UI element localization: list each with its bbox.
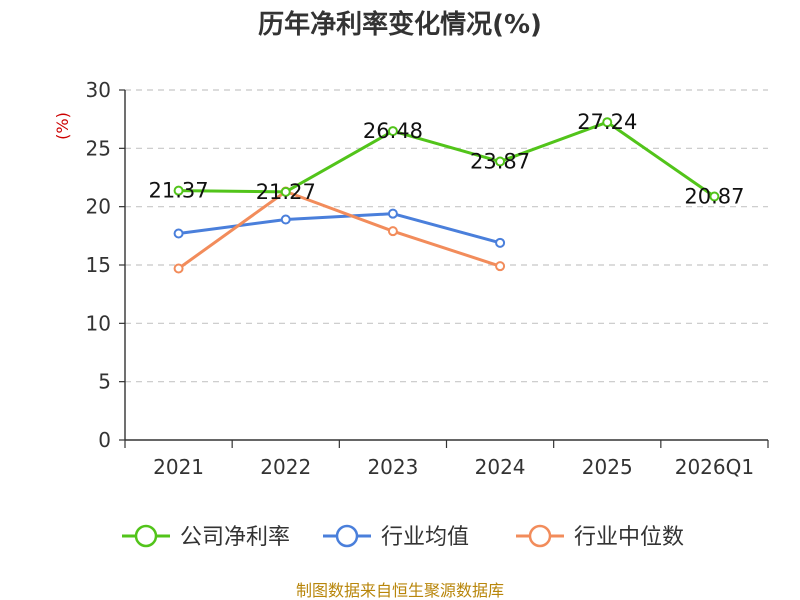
legend-item-2[interactable]: 行业中位数 bbox=[516, 524, 684, 550]
legend-label: 公司净利率 bbox=[180, 525, 290, 550]
x-tick-label: 2021 bbox=[153, 455, 204, 479]
legend-marker bbox=[528, 524, 552, 548]
legend-item-1[interactable]: 行业均值 bbox=[323, 524, 469, 550]
y-tick-label: 25 bbox=[86, 136, 111, 160]
x-tick-label: 2023 bbox=[367, 455, 418, 479]
grid-lines bbox=[125, 89, 768, 383]
x-tick-label: 2022 bbox=[260, 455, 311, 479]
series-line-2 bbox=[177, 190, 501, 270]
legend-item-0[interactable]: 公司净利率 bbox=[122, 524, 290, 550]
data-point bbox=[709, 191, 720, 202]
legend[interactable]: 公司净利率 行业均值 行业中位数 bbox=[122, 524, 684, 550]
legend-marker bbox=[134, 524, 158, 548]
y-tick-label: 5 bbox=[98, 370, 111, 394]
y-tick-label: 0 bbox=[98, 428, 111, 452]
data-point bbox=[602, 117, 613, 128]
data-point bbox=[173, 228, 184, 239]
x-tick-label: 2025 bbox=[582, 455, 633, 479]
source-note: 制图数据来自恒生聚源数据库 bbox=[296, 581, 504, 600]
chart-title: 历年净利率变化情况(%) bbox=[258, 9, 542, 40]
x-tick-label: 2026Q1 bbox=[675, 455, 754, 479]
data-point bbox=[280, 214, 291, 225]
y-axis-label: (%) bbox=[53, 112, 72, 140]
data-point bbox=[495, 261, 506, 272]
series-line-0 bbox=[178, 120, 716, 198]
data-label: 21.37 bbox=[149, 179, 209, 203]
y-tick-label: 20 bbox=[86, 195, 111, 219]
data-point bbox=[387, 126, 398, 137]
data-point bbox=[387, 208, 398, 219]
data-labels: 21.37 21.27 26.48 23.87 27.24 20.87 bbox=[149, 110, 745, 208]
legend-label: 行业均值 bbox=[381, 525, 469, 550]
data-point bbox=[280, 186, 291, 197]
legend-label: 行业中位数 bbox=[574, 525, 684, 550]
data-point bbox=[173, 185, 184, 196]
series-line-1 bbox=[178, 212, 501, 245]
x-tick-label: 2024 bbox=[475, 455, 526, 479]
data-point bbox=[495, 156, 506, 167]
y-tick-label: 15 bbox=[86, 253, 111, 277]
y-tick-label: 10 bbox=[86, 311, 111, 335]
data-label: 21.27 bbox=[256, 180, 316, 204]
data-label: 26.48 bbox=[363, 119, 423, 143]
data-point bbox=[495, 237, 506, 248]
series bbox=[173, 117, 720, 274]
data-label: 20.87 bbox=[684, 185, 744, 209]
data-point bbox=[173, 263, 184, 274]
data-label: 27.24 bbox=[577, 110, 637, 134]
data-point bbox=[387, 226, 398, 237]
legend-marker bbox=[335, 524, 359, 548]
y-tick-label: 30 bbox=[86, 78, 111, 102]
data-label: 23.87 bbox=[470, 150, 530, 174]
